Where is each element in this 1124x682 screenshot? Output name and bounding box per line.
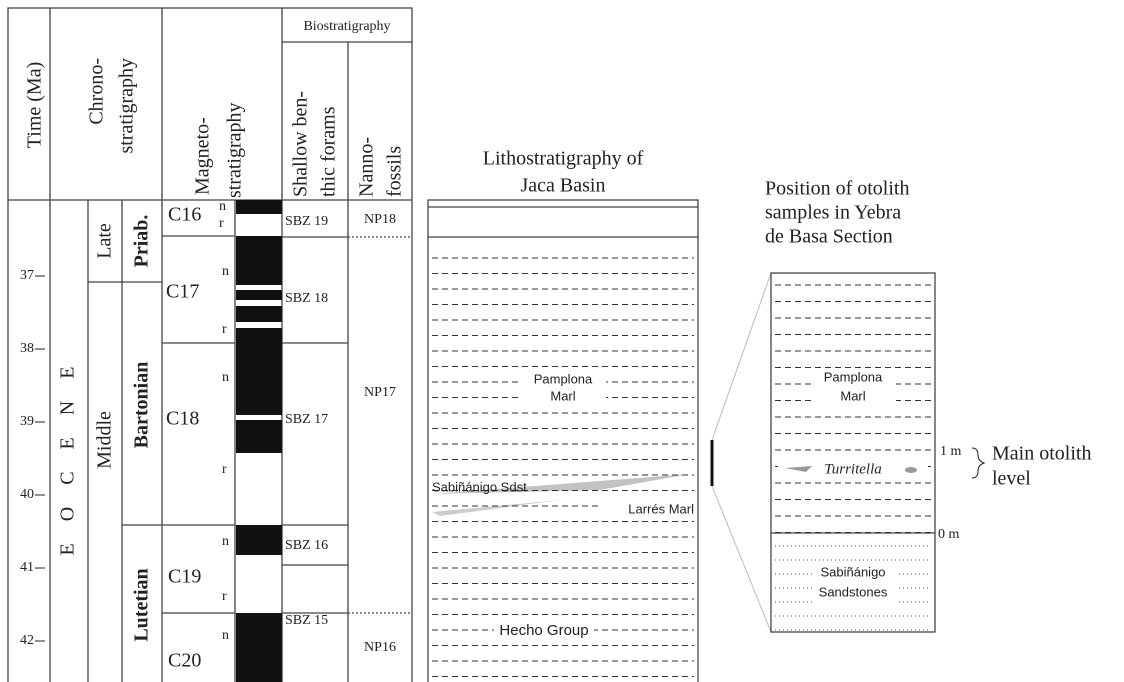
stage: Bartonian [131, 362, 153, 449]
connector [712, 273, 771, 440]
header-nanno: Nanno- [356, 137, 378, 197]
time-tick-label: 38 [20, 341, 34, 356]
sbz: SBZ 18 [285, 291, 328, 306]
header-chrono: Chrono- [86, 58, 108, 125]
polarity-label: n [222, 534, 229, 549]
time-tick-label: 37 [20, 268, 34, 283]
header-bio: Biostratigraphy [303, 19, 390, 34]
brace [972, 448, 984, 478]
section-unit: Pamplona [824, 369, 883, 384]
np-zone: NP18 [364, 212, 396, 227]
section-title: Position of otolith [765, 178, 909, 200]
fossil-icon [905, 467, 917, 473]
fossil-label: Turritella [824, 461, 882, 477]
time-tick-label: 41 [20, 560, 34, 575]
depth-label: 1 m [940, 444, 962, 459]
polarity-label: r [219, 216, 224, 231]
polarity-label: n [222, 370, 229, 385]
litho-unit: Sabiñánigo Sdst [432, 479, 527, 494]
subepoch: Middle [94, 411, 116, 469]
chron: C20 [168, 650, 201, 672]
litho-unit: Larrés Marl [628, 501, 694, 516]
np-zone: NP17 [364, 385, 396, 400]
header-forams: Shallow ben- [290, 91, 312, 197]
epoch: EOCENE [57, 345, 79, 556]
polarity-label: r [222, 589, 227, 604]
sbz: SBZ 17 [285, 412, 328, 427]
time-tick-label: 39 [20, 414, 34, 429]
connector [712, 486, 771, 632]
litho-title: Jaca Basin [521, 175, 606, 197]
section-title: samples in Yebra [765, 202, 901, 224]
polarity-label: n [219, 199, 226, 214]
subepoch: Late [94, 223, 116, 259]
litho-column [428, 200, 698, 682]
chron: C18 [166, 408, 199, 430]
sbz: SBZ 16 [285, 538, 328, 553]
header-forams: thic forams [318, 106, 340, 197]
litho-unit: Hecho Group [499, 622, 588, 639]
polarity-column [236, 200, 282, 682]
polarity-label: n [222, 628, 229, 643]
chron: C16 [168, 204, 201, 226]
chron: C19 [168, 566, 201, 588]
time-tick-label: 40 [20, 487, 34, 502]
sbz: SBZ 19 [285, 214, 328, 229]
polarity-label: r [222, 462, 227, 477]
header-chrono: stratigraphy [116, 58, 138, 154]
chron: C17 [166, 281, 199, 303]
stage: Lutetian [131, 568, 153, 641]
time-tick-label: 42 [20, 633, 34, 648]
header-magneto: Magneto- [192, 117, 214, 195]
header-nanno: fossils [384, 146, 406, 197]
litho-title: Lithostratigraphy of [483, 148, 644, 170]
header-magneto: stratigraphy [224, 102, 246, 198]
depth-label: 0 m [938, 527, 960, 542]
section-title: de Basa Section [765, 226, 893, 248]
np-zone: NP16 [364, 640, 396, 655]
stratigraphy-figure: Time (Ma) Chrono- stratigraphy Magneto- … [0, 0, 1124, 682]
section-unit: Sabiñánigo [820, 564, 885, 579]
section-unit: Marl [840, 388, 865, 403]
stage: Priab. [131, 215, 153, 268]
polarity-label: r [222, 322, 227, 337]
litho-unit: Marl [550, 388, 575, 403]
level-label: level [992, 468, 1031, 490]
header-time: Time (Ma) [24, 62, 46, 148]
polarity-label: n [222, 264, 229, 279]
litho-unit: Pamplona [534, 371, 593, 386]
section-unit: Sandstones [819, 584, 888, 599]
sbz: SBZ 15 [285, 613, 328, 628]
level-label: Main otolith [992, 443, 1091, 465]
